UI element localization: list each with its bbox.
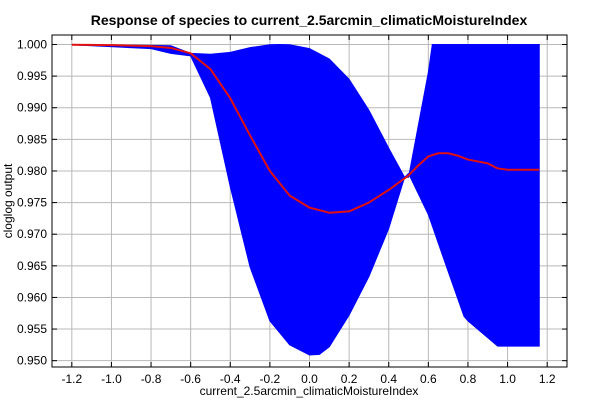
x-tick-label: -0.4: [220, 372, 241, 386]
x-tick-label: -1.0: [101, 372, 122, 386]
x-tick-label: -0.6: [180, 372, 201, 386]
tick-layer: -1.2 -1.0 -0.8 -0.6 -0.4 -0.2 0.0 0.2 0.4 0.6 0.8 1…: [17, 35, 567, 386]
y-tick-label: 0.970: [17, 227, 47, 241]
y-tick-label: 0.960: [17, 290, 47, 304]
x-tick-label: 0.0: [301, 372, 318, 386]
x-tick-label: 0.4: [380, 372, 397, 386]
x-tick-label: -1.2: [61, 372, 82, 386]
y-tick-label: 0.990: [17, 101, 47, 115]
x-tick-label: 1.2: [539, 372, 556, 386]
confidence-band: [71, 43, 540, 356]
y-tick-label: 0.975: [17, 196, 47, 210]
y-tick-label: 0.965: [17, 259, 47, 273]
y-axis-label: cloglog output: [1, 163, 15, 238]
y-tick-label: 0.980: [17, 164, 47, 178]
y-tick-label: 0.995: [17, 69, 47, 83]
y-tick-label: 0.955: [17, 322, 47, 336]
x-axis-label: current_2.5arcmin_climaticMoistureIndex: [200, 384, 419, 398]
y-tick-label: 1.000: [17, 37, 47, 51]
x-tick-label: -0.2: [260, 372, 281, 386]
chart-title: Response of species to current_2.5arcmin…: [91, 12, 528, 28]
y-tick-label: 0.985: [17, 132, 47, 146]
x-tick-label: 0.2: [341, 372, 358, 386]
x-tick-label: -0.8: [141, 372, 162, 386]
x-tick-label: 0.6: [420, 372, 437, 386]
mean-response-line: [71, 43, 540, 214]
x-tick-label: 1.0: [499, 372, 516, 386]
y-tick-label: 0.950: [17, 354, 47, 368]
plot-layer: [71, 43, 540, 356]
x-tick-label: 0.8: [460, 372, 477, 386]
